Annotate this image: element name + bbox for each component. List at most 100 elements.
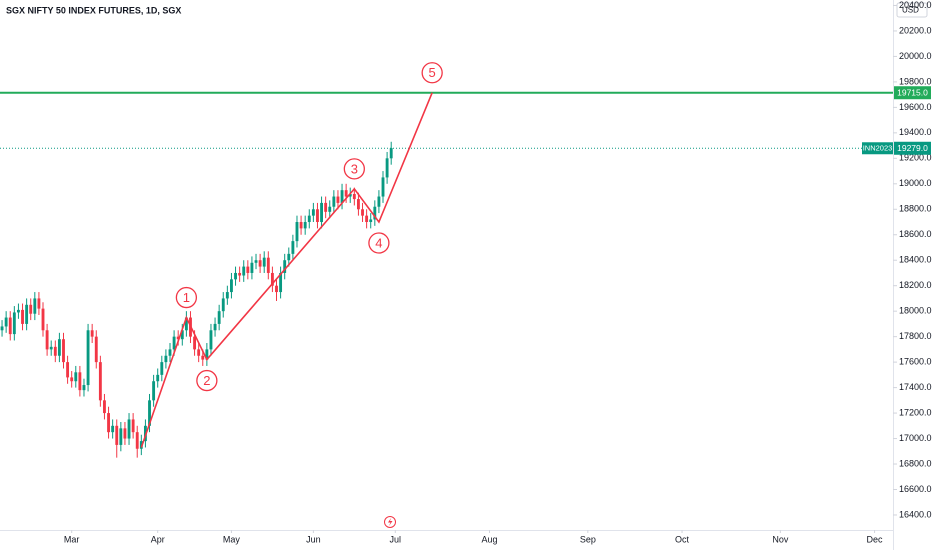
- candle-body: [4, 317, 8, 327]
- candle-body: [316, 209, 319, 223]
- candle-body: [70, 377, 74, 382]
- y-tick-label: 18200.0: [899, 280, 932, 290]
- candle-body: [193, 336, 197, 350]
- candle-body: [385, 158, 389, 178]
- currency-box[interactable]: [896, 2, 928, 18]
- candle-body: [307, 215, 311, 223]
- candle-body: [266, 257, 270, 273]
- wave-label: 1: [183, 290, 190, 305]
- candle-body: [119, 428, 123, 445]
- y-tick-label: 16600.0: [899, 484, 932, 494]
- candle-body: [156, 374, 160, 382]
- candle-body: [234, 272, 237, 280]
- x-tick-label: Aug: [482, 534, 498, 544]
- candle-body: [238, 272, 242, 276]
- candle-body: [57, 339, 61, 356]
- candle-body: [352, 193, 356, 200]
- candle-body: [184, 317, 188, 331]
- y-tick-label: 18400.0: [899, 255, 932, 265]
- last-price-box: [894, 141, 931, 155]
- candle-body: [111, 425, 115, 433]
- candle-body: [369, 219, 373, 223]
- candle-body: [221, 298, 225, 312]
- candle-body: [328, 206, 332, 212]
- wave-label-circle: [368, 232, 390, 254]
- x-tick-label: Mar: [64, 534, 80, 544]
- x-tick-label: Nov: [772, 534, 789, 544]
- wave-label: 4: [375, 235, 382, 250]
- candle-body: [176, 336, 180, 340]
- candle-body: [320, 202, 323, 223]
- level-label: 19715.0: [897, 87, 928, 97]
- y-tick-label: 18000.0: [899, 306, 932, 316]
- y-tick-label: 17000.0: [899, 433, 932, 443]
- y-tick-label: 19000.0: [899, 178, 932, 188]
- candle-body: [209, 330, 213, 350]
- wave-label: 2: [203, 373, 210, 388]
- y-tick-label: 19600.0: [899, 102, 932, 112]
- level-label-box: [894, 86, 931, 100]
- candle-body: [270, 272, 274, 286]
- candle-body: [29, 304, 33, 314]
- candle-body: [98, 362, 102, 401]
- candle-body: [373, 206, 377, 220]
- candle-body: [295, 222, 299, 242]
- candle-body: [311, 209, 315, 216]
- candle-body: [365, 215, 369, 223]
- last-price-label: 19279.0: [897, 143, 928, 153]
- candle-body: [291, 241, 295, 254]
- candle-body: [8, 317, 12, 335]
- candle-body: [299, 222, 303, 229]
- wave-label-circle: [343, 158, 365, 180]
- candle-body: [230, 279, 233, 293]
- flash-icon[interactable]: [384, 516, 396, 528]
- candle-body: [82, 385, 86, 391]
- wave-label-circle: [421, 62, 443, 84]
- candle-body: [127, 419, 131, 439]
- candle-body: [37, 298, 41, 309]
- candle-body: [94, 336, 98, 363]
- wave-label-circle: [196, 369, 218, 392]
- candle-body: [49, 346, 53, 350]
- candle-body: [262, 257, 266, 267]
- y-tick-label: 17600.0: [899, 356, 932, 366]
- candle-body: [0, 326, 4, 331]
- y-tick-label: 20400.0: [899, 0, 932, 10]
- candle-body: [217, 311, 221, 324]
- candle-body: [16, 309, 20, 313]
- y-tick-label: 18600.0: [899, 229, 932, 239]
- y-tick-label: 17800.0: [899, 331, 932, 341]
- candle-body: [41, 308, 45, 331]
- candle-body: [213, 323, 217, 331]
- candle-body: [123, 428, 127, 439]
- candle-body: [180, 330, 184, 340]
- wave-label: 3: [351, 161, 358, 176]
- candle-body: [356, 199, 360, 210]
- candle-body: [332, 196, 336, 207]
- candle-body: [148, 400, 151, 426]
- candle-body: [344, 190, 348, 197]
- candle-body: [242, 266, 246, 276]
- y-tick-label: 16800.0: [899, 458, 932, 468]
- candle-body: [324, 202, 328, 212]
- x-tick-label: Oct: [675, 534, 690, 544]
- x-tick-label: Apr: [151, 534, 165, 544]
- candle-body: [279, 272, 283, 293]
- candle-body: [78, 372, 82, 391]
- candle-body: [275, 285, 278, 293]
- candle-body: [25, 304, 29, 324]
- candle-body: [74, 372, 78, 382]
- x-tick-label: Jun: [306, 534, 321, 544]
- candle-body: [131, 419, 135, 433]
- x-tick-label: May: [223, 534, 241, 544]
- candle-body: [197, 349, 201, 356]
- y-tick-label: 17200.0: [899, 407, 932, 417]
- candle-body: [86, 330, 90, 386]
- symbol-label: INN2023: [863, 144, 893, 153]
- candle-body: [201, 355, 205, 360]
- candle-body: [107, 413, 110, 433]
- candle-body: [205, 349, 209, 360]
- candle-body: [340, 190, 344, 203]
- candle-body: [250, 262, 254, 273]
- x-tick-label: Dec: [867, 534, 884, 544]
